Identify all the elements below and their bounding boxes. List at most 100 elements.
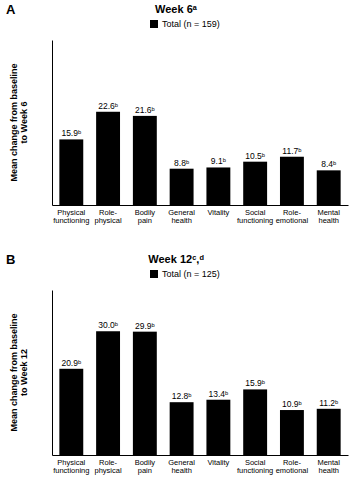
y-axis: [52, 291, 53, 456]
x-tick-label: Role-emotional: [276, 208, 309, 225]
x-tick-label-line: physical: [95, 466, 122, 475]
x-tick-label-line: functioning: [237, 216, 273, 225]
x-tick-label: Vitality: [207, 208, 229, 217]
bar: [206, 400, 230, 455]
panel: B Week 12ᶜ,ᵈ Total (n = 125) 20.9ᵇ 30.0ᵇ 29.9…: [6, 252, 349, 475]
data-label: 22.6ᵇ: [98, 101, 118, 111]
x-axis: Physicalfunctioning Role-physical Bodilypa…: [53, 455, 349, 475]
x-tick-label: Mentalhealth: [317, 208, 340, 225]
y-axis-title-line: Mean change from baseline: [9, 63, 19, 181]
x-tick: Physicalfunctioning: [53, 455, 89, 475]
legend-label: Total (n = 125): [162, 269, 220, 279]
panel: AWeek 6ᵃTotal (n = 159)15.9ᵇ22.6ᵇ21.6ᵇ8.…: [6, 2, 349, 225]
x-tick-label-line: Vitality: [207, 208, 229, 217]
data-label: 20.9ᵇ: [61, 358, 81, 368]
x-tick: Physicalfunctioning: [53, 205, 89, 225]
x-tick-label: Vitality: [207, 458, 229, 467]
legend-label: Total (n = 159): [162, 19, 220, 29]
x-tick: Vitality: [207, 455, 229, 467]
panel-label: A: [6, 2, 16, 17]
data-label: 29.9ᵇ: [135, 321, 155, 331]
bar: [59, 139, 83, 205]
bar: [96, 112, 120, 205]
legend-swatch: [150, 20, 158, 28]
x-tick-label-line: health: [318, 216, 338, 225]
legend: Total (n = 159): [150, 19, 220, 29]
data-label: 13.4ᵇ: [209, 389, 229, 399]
figure: A Week 6ᵃ Total (n = 159) 15.9ᵇ 22.6ᵇ 21.6ᵇ 8.…: [0, 0, 352, 500]
x-tick: Socialfunctioning: [237, 455, 273, 475]
data-label: 10.9ᵇ: [282, 399, 302, 409]
x-tick: Role-physical: [95, 205, 122, 225]
x-tick-label-line: physical: [95, 216, 122, 225]
x-tick-label: Bodilypain: [135, 458, 156, 475]
x-tick: Role-emotional: [276, 205, 309, 225]
x-axis-line: [53, 455, 349, 456]
legend-swatch: [150, 270, 158, 278]
y-axis-line: [52, 41, 53, 206]
x-tick: Bodilypain: [135, 205, 156, 225]
x-tick-label: Physicalfunctioning: [53, 458, 89, 475]
x-tick: Vitality: [207, 205, 229, 217]
chart-root: A Week 6ᵃ Total (n = 159) 15.9ᵇ 22.6ᵇ 21.6ᵇ 8.…: [0, 0, 352, 500]
data-label: 30.0ᵇ: [98, 320, 118, 330]
x-tick: Mentalhealth: [317, 455, 340, 475]
x-tick: Mentalhealth: [317, 205, 340, 225]
x-tick-label-line: Vitality: [207, 458, 229, 467]
x-tick-label-line: health: [318, 466, 338, 475]
chart-title: Week 6ᵃ: [155, 3, 198, 15]
data-labels: 20.9ᵇ30.0ᵇ29.9ᵇ12.8ᵇ13.4ᵇ15.9ᵇ10.9ᵇ11.2ᵇ: [61, 320, 338, 409]
y-axis-title-line: to Week 6: [19, 102, 29, 144]
chart-title: Week 12ᶜ,ᵈ: [148, 253, 204, 265]
bar: [170, 169, 194, 205]
x-tick-label-line: functioning: [53, 216, 89, 225]
bar: [133, 116, 157, 205]
data-label: 15.9ᵇ: [245, 378, 265, 388]
x-tick-label-line: pain: [138, 466, 152, 475]
bar: [170, 402, 194, 455]
y-axis-title-line: to Week 12: [19, 349, 29, 396]
data-label: 8.8ᵇ: [174, 158, 189, 168]
bar: [96, 331, 120, 455]
x-tick-label: Role-physical: [95, 458, 122, 475]
x-tick-label: Role-physical: [95, 208, 122, 225]
x-tick-label-line: functioning: [237, 466, 273, 475]
data-label: 10.5ᵇ: [245, 151, 265, 161]
x-tick-label: Physicalfunctioning: [53, 208, 89, 225]
data-label: 12.8ᵇ: [172, 391, 192, 401]
x-tick-label-line: emotional: [276, 216, 309, 225]
bar: [133, 332, 157, 455]
x-axis-line: [53, 205, 349, 206]
bars: [59, 331, 340, 455]
x-tick-label: Generalhealth: [168, 458, 195, 475]
y-axis-title: Mean change from baselineto Week 12: [9, 313, 29, 431]
x-tick-label: Socialfunctioning: [237, 208, 273, 225]
data-label: 11.7ᵇ: [282, 146, 301, 156]
x-tick-label: Role-emotional: [276, 458, 309, 475]
x-tick-label: Socialfunctioning: [237, 458, 273, 475]
data-labels: 15.9ᵇ22.6ᵇ21.6ᵇ8.8ᵇ9.1ᵇ10.5ᵇ11.7ᵇ8.4ᵇ: [61, 101, 336, 170]
y-axis: [52, 41, 53, 206]
bar: [317, 409, 341, 455]
x-tick: Role-emotional: [276, 455, 309, 475]
data-label: 21.6ᵇ: [135, 105, 155, 115]
panel-label: B: [6, 252, 15, 267]
x-tick-label-line: health: [171, 466, 191, 475]
x-tick-label-line: emotional: [276, 466, 309, 475]
bar: [317, 170, 341, 205]
y-axis-title: Mean change from baselineto Week 6: [9, 63, 29, 181]
x-tick-label-line: functioning: [53, 466, 89, 475]
bar: [59, 369, 83, 455]
bars: [59, 112, 340, 205]
x-tick: Generalhealth: [168, 205, 195, 225]
bar: [243, 389, 267, 455]
bar: [280, 410, 304, 455]
x-tick-label: Generalhealth: [168, 208, 195, 225]
x-tick: Generalhealth: [168, 455, 195, 475]
y-axis-title-line: Mean change from baseline: [9, 313, 19, 431]
legend: Total (n = 125): [150, 269, 220, 279]
data-label: 9.1ᵇ: [211, 156, 226, 166]
x-tick: Socialfunctioning: [237, 205, 273, 225]
x-tick: Bodilypain: [135, 455, 156, 475]
x-tick-label: Bodilypain: [135, 208, 156, 225]
